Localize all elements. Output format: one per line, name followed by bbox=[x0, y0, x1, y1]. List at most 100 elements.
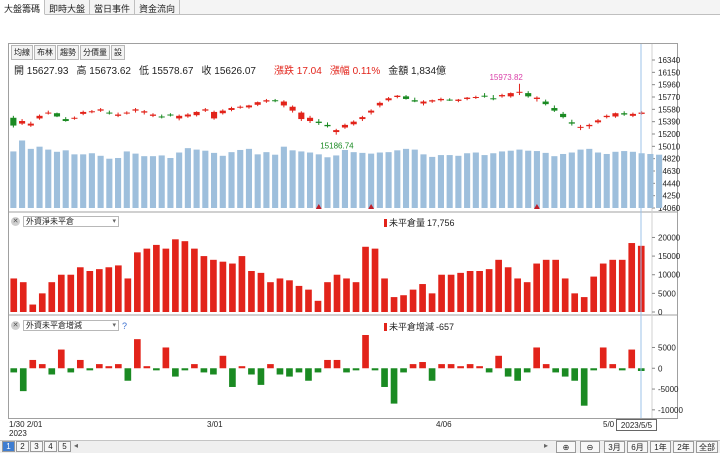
price-axis-label: 14250 bbox=[658, 192, 681, 201]
oi-bar bbox=[172, 239, 179, 312]
candle-body bbox=[324, 124, 331, 127]
scroll-right-icon[interactable]: ▸ bbox=[544, 441, 549, 450]
chg-bar bbox=[200, 368, 208, 373]
candle-body bbox=[158, 116, 165, 118]
candle-body bbox=[184, 114, 191, 117]
chg-bar bbox=[115, 364, 122, 369]
event-marker-icon bbox=[368, 204, 375, 209]
volume-bar bbox=[647, 153, 654, 208]
oi-bar bbox=[276, 278, 284, 312]
range-2y-button[interactable]: 2年 bbox=[673, 441, 694, 453]
chg-axis-label: -10000 bbox=[658, 406, 683, 415]
page-2-button[interactable]: 2 bbox=[16, 441, 29, 452]
candle-body bbox=[446, 99, 453, 101]
chg-bar bbox=[352, 368, 360, 371]
chg-bar bbox=[504, 368, 512, 377]
volume-bar bbox=[612, 151, 619, 208]
zoom-out-button[interactable]: ⊖ bbox=[580, 441, 600, 453]
volume-profile-button[interactable]: 分價量 bbox=[80, 45, 110, 60]
oi-bar bbox=[248, 271, 255, 312]
candle-body bbox=[106, 112, 113, 114]
oi-bar bbox=[438, 274, 445, 312]
oi-indicator-select[interactable]: 外資淨未平倉 ▾ bbox=[23, 216, 119, 227]
volume-bar bbox=[62, 150, 69, 208]
oi-bar bbox=[229, 263, 236, 312]
candle-body bbox=[19, 121, 26, 124]
oi-axis-label: 10000 bbox=[658, 271, 681, 280]
trend-button[interactable]: 趨勢 bbox=[57, 45, 79, 60]
oi-bar bbox=[552, 259, 560, 312]
tab-market-chips[interactable]: 大盤籌碼 bbox=[0, 0, 46, 15]
chg-indicator-select[interactable]: 外資未平倉增減 ▾ bbox=[23, 320, 119, 331]
volume-bar bbox=[455, 155, 462, 208]
chg-legend-label: 未平倉增減 bbox=[389, 322, 435, 332]
candle-body bbox=[577, 126, 584, 128]
candle-body bbox=[254, 102, 261, 105]
chg-bar bbox=[542, 364, 550, 369]
close-icon[interactable]: ✕ bbox=[11, 217, 20, 226]
chg-axis-label: 5000 bbox=[658, 343, 676, 352]
range-3m-button[interactable]: 3月 bbox=[604, 441, 625, 453]
close-icon[interactable]: ✕ bbox=[11, 321, 20, 330]
page-5-button[interactable]: 5 bbox=[58, 441, 71, 452]
candle-body bbox=[525, 93, 532, 97]
candle-body bbox=[472, 97, 479, 98]
chg-bar bbox=[447, 364, 455, 369]
chg-bar bbox=[295, 368, 303, 373]
chg-bar bbox=[191, 364, 198, 369]
page-4-button[interactable]: 4 bbox=[44, 441, 57, 452]
volume-bar bbox=[603, 153, 610, 208]
oi-bar bbox=[115, 265, 122, 312]
chg-bar bbox=[590, 368, 598, 371]
volume-bar bbox=[97, 155, 104, 208]
oi-bar bbox=[57, 274, 65, 312]
oi-bar bbox=[542, 259, 550, 312]
oi-bar bbox=[19, 282, 27, 312]
volume-bar bbox=[577, 149, 584, 208]
oi-bar bbox=[504, 267, 512, 312]
x-label-start: 1/30 2/01 bbox=[9, 420, 43, 429]
oi-bar bbox=[343, 278, 350, 312]
tab-daily-events[interactable]: 當日事件 bbox=[90, 0, 136, 15]
volume-bar bbox=[280, 146, 287, 208]
oi-bar bbox=[67, 274, 75, 312]
price-axis-label: 15770 bbox=[658, 93, 681, 102]
tab-fund-flow[interactable]: 資金流向 bbox=[135, 0, 181, 15]
settings-button[interactable]: 設 bbox=[111, 45, 125, 60]
moving-average-button[interactable]: 均線 bbox=[11, 45, 33, 60]
candle-body bbox=[498, 95, 506, 97]
candle-body bbox=[359, 117, 366, 120]
range-6m-button[interactable]: 6月 bbox=[627, 441, 648, 453]
range-all-button[interactable]: 全部 bbox=[696, 441, 718, 453]
oi-bar bbox=[476, 271, 483, 312]
zoom-in-button[interactable]: ⊕ bbox=[556, 441, 576, 453]
candle-body bbox=[88, 111, 95, 113]
volume-bar bbox=[88, 153, 95, 208]
candle-body bbox=[115, 114, 122, 116]
tab-realtime-market[interactable]: 即時大盤 bbox=[45, 0, 91, 15]
oi-bar bbox=[238, 256, 246, 312]
chg-bar bbox=[618, 368, 626, 371]
page-1-button[interactable]: 1 bbox=[2, 441, 15, 452]
scroll-left-icon[interactable]: ◂ bbox=[74, 441, 79, 450]
volume-bar bbox=[298, 151, 305, 208]
volume-bar bbox=[149, 156, 157, 208]
chg-bar bbox=[76, 359, 84, 369]
chg-bar bbox=[57, 349, 65, 369]
range-1y-button[interactable]: 1年 bbox=[650, 441, 671, 453]
oi-bar bbox=[286, 280, 293, 312]
volume-bar bbox=[533, 151, 540, 208]
oi-bar bbox=[267, 282, 274, 312]
volume-bar bbox=[446, 155, 453, 208]
amount-quote: 金額 1,834億 bbox=[388, 66, 447, 77]
volume-bar bbox=[621, 151, 628, 208]
chg-bar bbox=[248, 368, 255, 375]
oi-bar bbox=[210, 259, 217, 312]
volume-bar bbox=[516, 149, 523, 208]
bollinger-button[interactable]: 布林 bbox=[34, 45, 56, 60]
page-3-button[interactable]: 3 bbox=[30, 441, 43, 452]
candle-body bbox=[629, 113, 636, 116]
volume-bar bbox=[359, 152, 366, 208]
candle-body bbox=[612, 113, 619, 117]
help-icon[interactable]: ? bbox=[122, 320, 128, 331]
